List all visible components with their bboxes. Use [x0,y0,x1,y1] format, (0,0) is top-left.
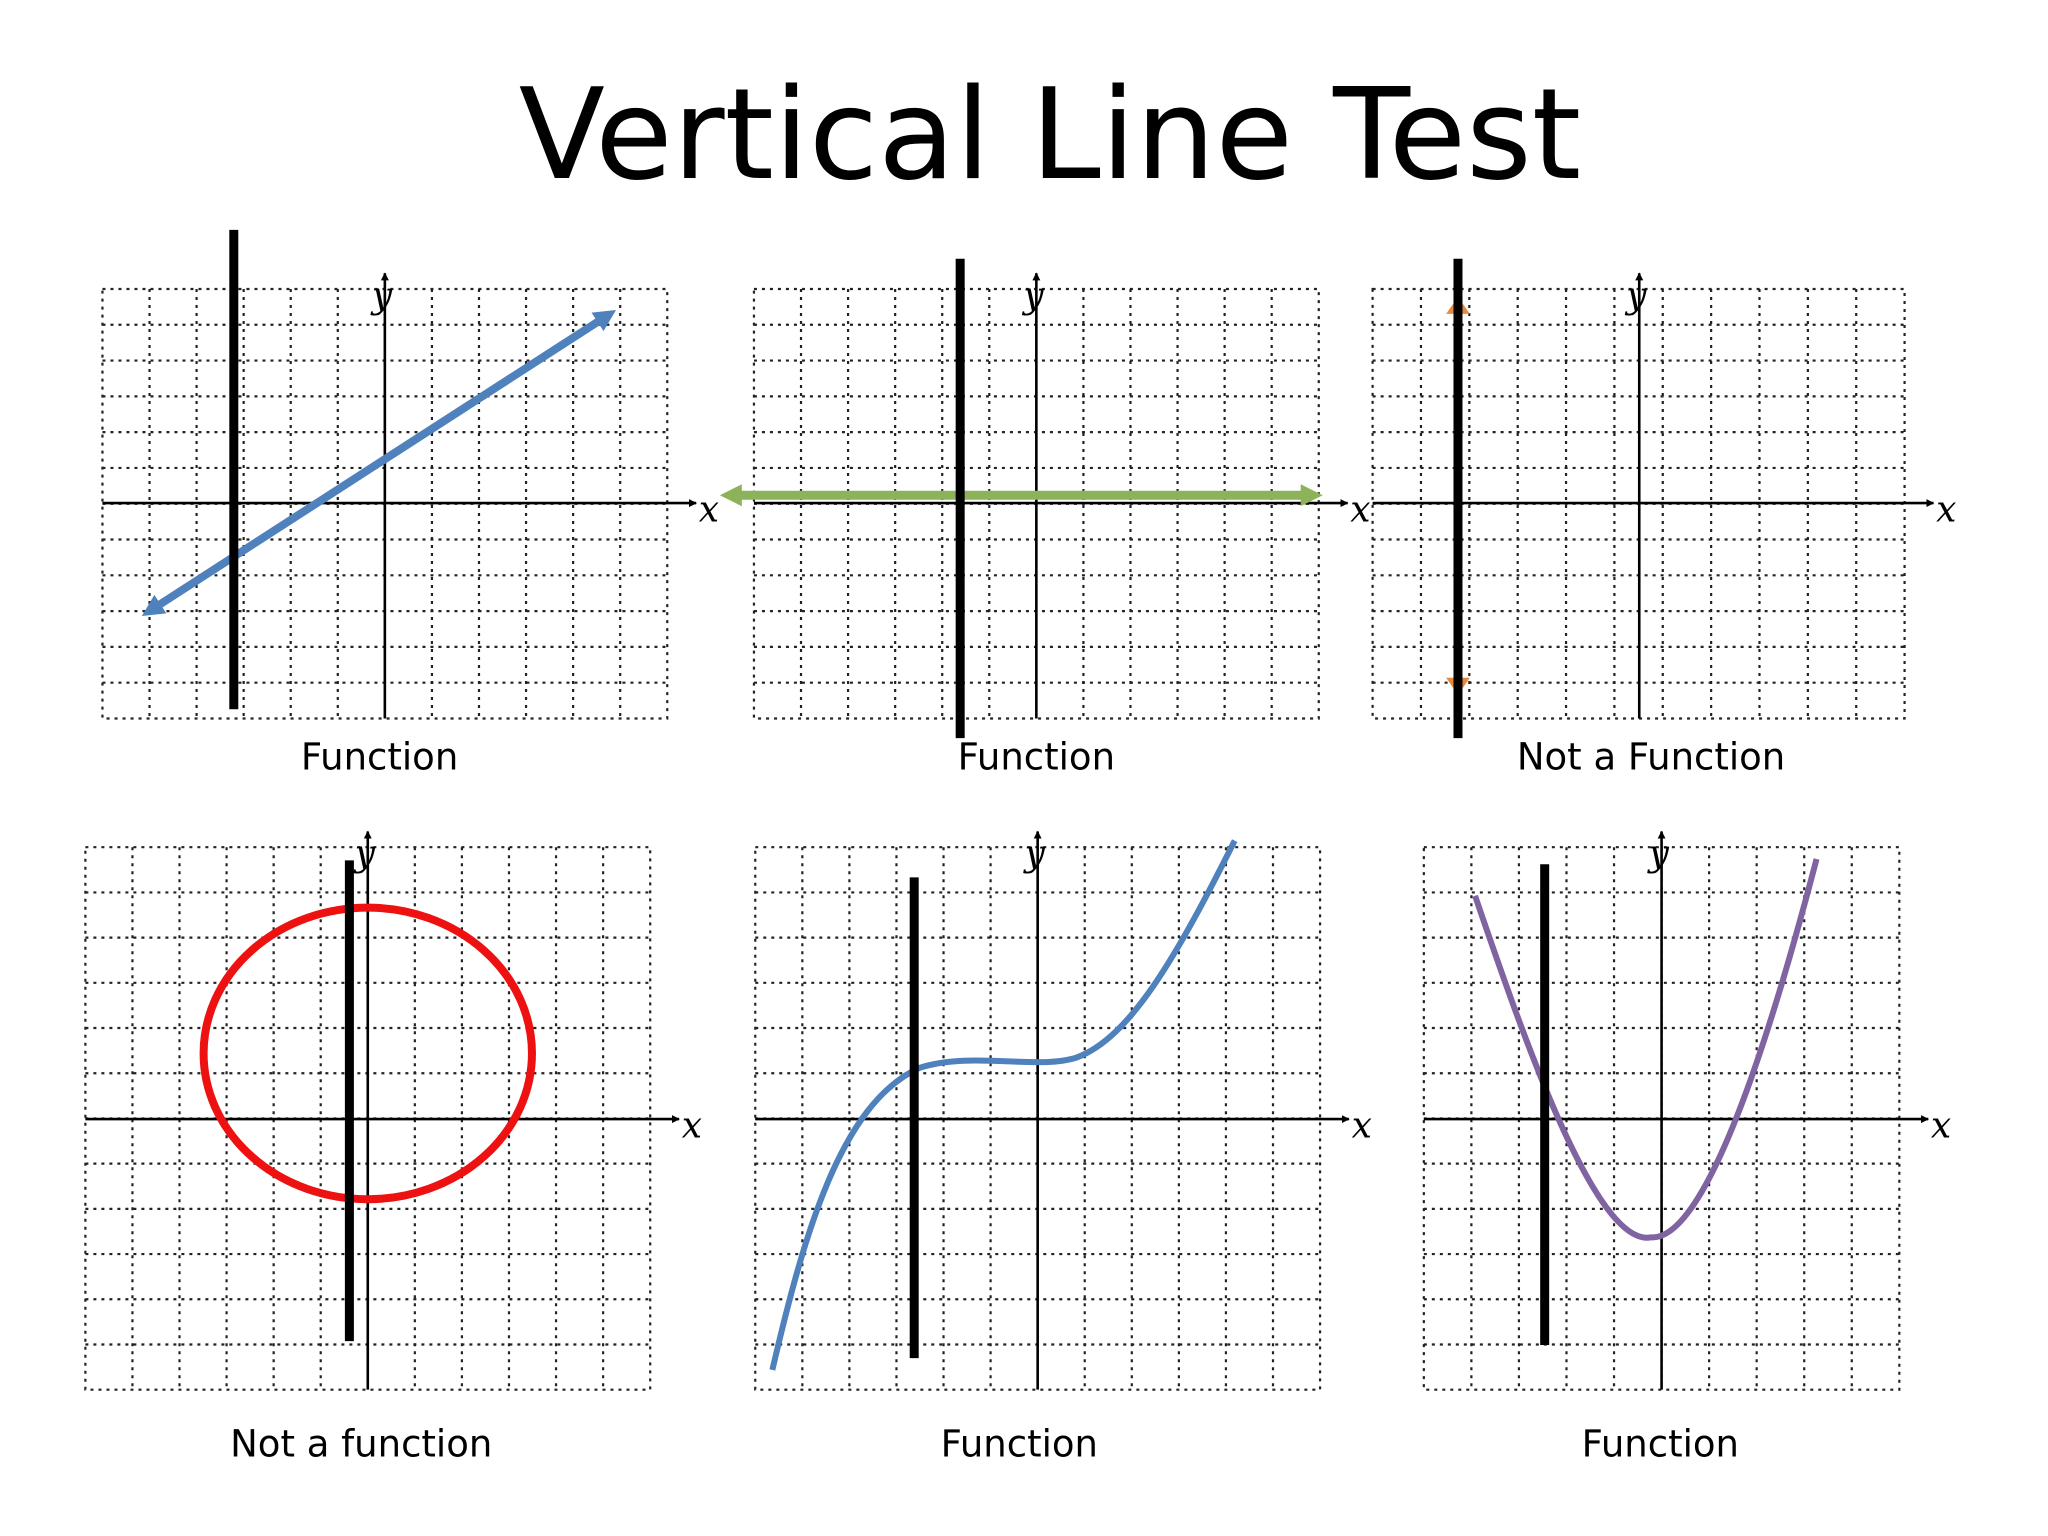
slide-title: Vertical Line Test [518,61,1582,208]
y-axis-label: y [1023,834,1046,875]
curve [1472,858,1820,1241]
graph-2-horizontal-line-function: x y Function [719,258,1371,779]
arrow-right [1300,484,1323,507]
graph-3-vertical-points-not-function: xy Not a Function [1371,258,1956,779]
arrow-end [591,309,617,332]
x-axis-label: x [1350,489,1370,530]
y-axis-label: y [370,275,393,316]
x-axis-label: x [1936,489,1956,530]
axes: xy [102,272,719,719]
graph-caption: Not a function [230,1423,492,1466]
graph-caption: Function [1582,1423,1739,1466]
y-axis-label: y [1021,275,1044,316]
graph-5-cubic-function: xy Function [754,830,1372,1466]
axes: xy [755,830,1372,1390]
x-axis-label: x [1931,1105,1951,1146]
x-axis-label: x [699,489,719,530]
y-axis-label: y [1624,275,1647,316]
cubic-curve [769,839,1238,1371]
line-graph [155,316,603,610]
y-axis-label: y [1646,834,1669,875]
graph-6-parabola-function: xy Function [1422,830,1951,1466]
x-axis-label: x [682,1105,702,1146]
graph-4-circle-not-function: xy Not a function [84,830,702,1466]
parabola-curve [1472,858,1820,1241]
curve [141,309,617,617]
axes: xy [85,830,702,1390]
arrow-left [719,484,742,507]
arrow-start [141,594,167,617]
curve [769,839,1238,1371]
axes: xy [1372,272,1956,719]
axes: xy [1423,830,1951,1390]
y-axis-label: y [353,834,376,875]
graph-caption: Function [301,736,458,779]
curve [719,484,1323,507]
graph-caption: Function [958,736,1115,779]
graph-1-line-function: xy Function [101,229,719,779]
x-axis-label: x [1352,1105,1372,1146]
circle-curve [199,903,536,1204]
graph-caption: Not a Function [1517,736,1785,779]
curve [199,903,536,1204]
graph-caption: Function [941,1423,1098,1466]
